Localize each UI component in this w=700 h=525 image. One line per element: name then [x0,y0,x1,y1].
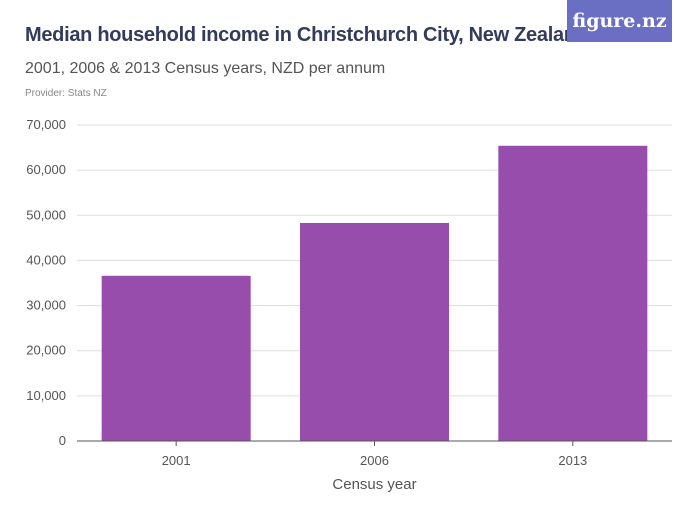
y-tick-label: 0 [59,433,66,448]
y-tick-label: 50,000 [26,207,66,222]
y-tick-label: 40,000 [26,252,66,267]
x-tick-label: 2001 [162,453,191,468]
bar-2013[interactable] [498,145,648,441]
x-tick-label: 2006 [360,453,389,468]
y-tick-label: 10,000 [26,388,66,403]
bar-2001[interactable] [101,275,251,441]
x-tick-label: 2013 [558,453,587,468]
x-axis-title: Census year [332,476,416,493]
provider-note: Provider: Stats NZ [25,88,107,99]
y-tick-label: 60,000 [26,162,66,177]
chart-title: Median household income in Christchurch … [25,24,588,46]
chart-subtitle: 2001, 2006 & 2013 Census years, NZD per … [25,60,386,77]
y-tick-label: 20,000 [26,343,66,358]
y-tick-label: 70,000 [26,117,66,132]
y-axis-ticks: 0 10,000 20,000 30,000 40,000 50,000 60,000 70,… [26,117,66,448]
bar-2006[interactable] [300,222,449,441]
y-tick-label: 30,000 [26,298,66,313]
bars [101,145,648,441]
x-axis-ticks: 2001 2006 2013 [162,441,587,468]
figure-nz-logo[interactable]: figure.nz [567,0,672,42]
